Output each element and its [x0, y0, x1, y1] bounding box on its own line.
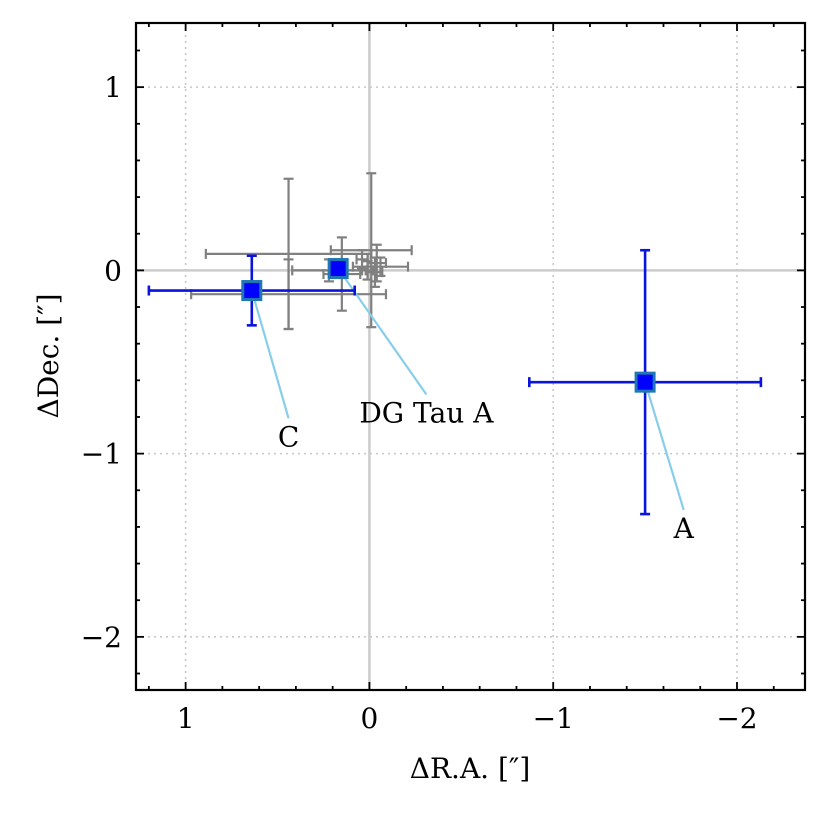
tick-labels: 1 0 −1 −2 1 0 −1 −2	[81, 71, 758, 735]
x-tick-label: −2	[716, 702, 757, 735]
marker-a	[634, 371, 656, 393]
leader-line-a	[644, 381, 685, 511]
y-axis-label: ΔDec. [″]	[32, 293, 65, 418]
marker-dg-tau-a	[327, 258, 349, 280]
y-tick-label: −2	[81, 621, 122, 654]
reference-lines	[136, 23, 805, 690]
leader-line-c	[250, 290, 290, 419]
annotation-a: A	[673, 512, 695, 545]
y-tick-label: −1	[81, 438, 122, 471]
y-tick-label: 0	[104, 254, 122, 287]
annotation-c: C	[278, 420, 299, 453]
x-tick-label: 1	[177, 702, 195, 735]
plot-frame	[134, 21, 807, 692]
y-tick-label: 1	[104, 71, 122, 104]
x-tick-label: −1	[533, 702, 574, 735]
annotation-dg-tau-a: DG Tau A	[359, 396, 494, 429]
x-axis-label: ΔR.A. [″]	[410, 752, 531, 785]
x-tick-label: 0	[361, 702, 379, 735]
point-annotations: DG Tau A C A	[278, 396, 695, 544]
marker-c	[241, 280, 263, 302]
component-points	[147, 248, 763, 516]
